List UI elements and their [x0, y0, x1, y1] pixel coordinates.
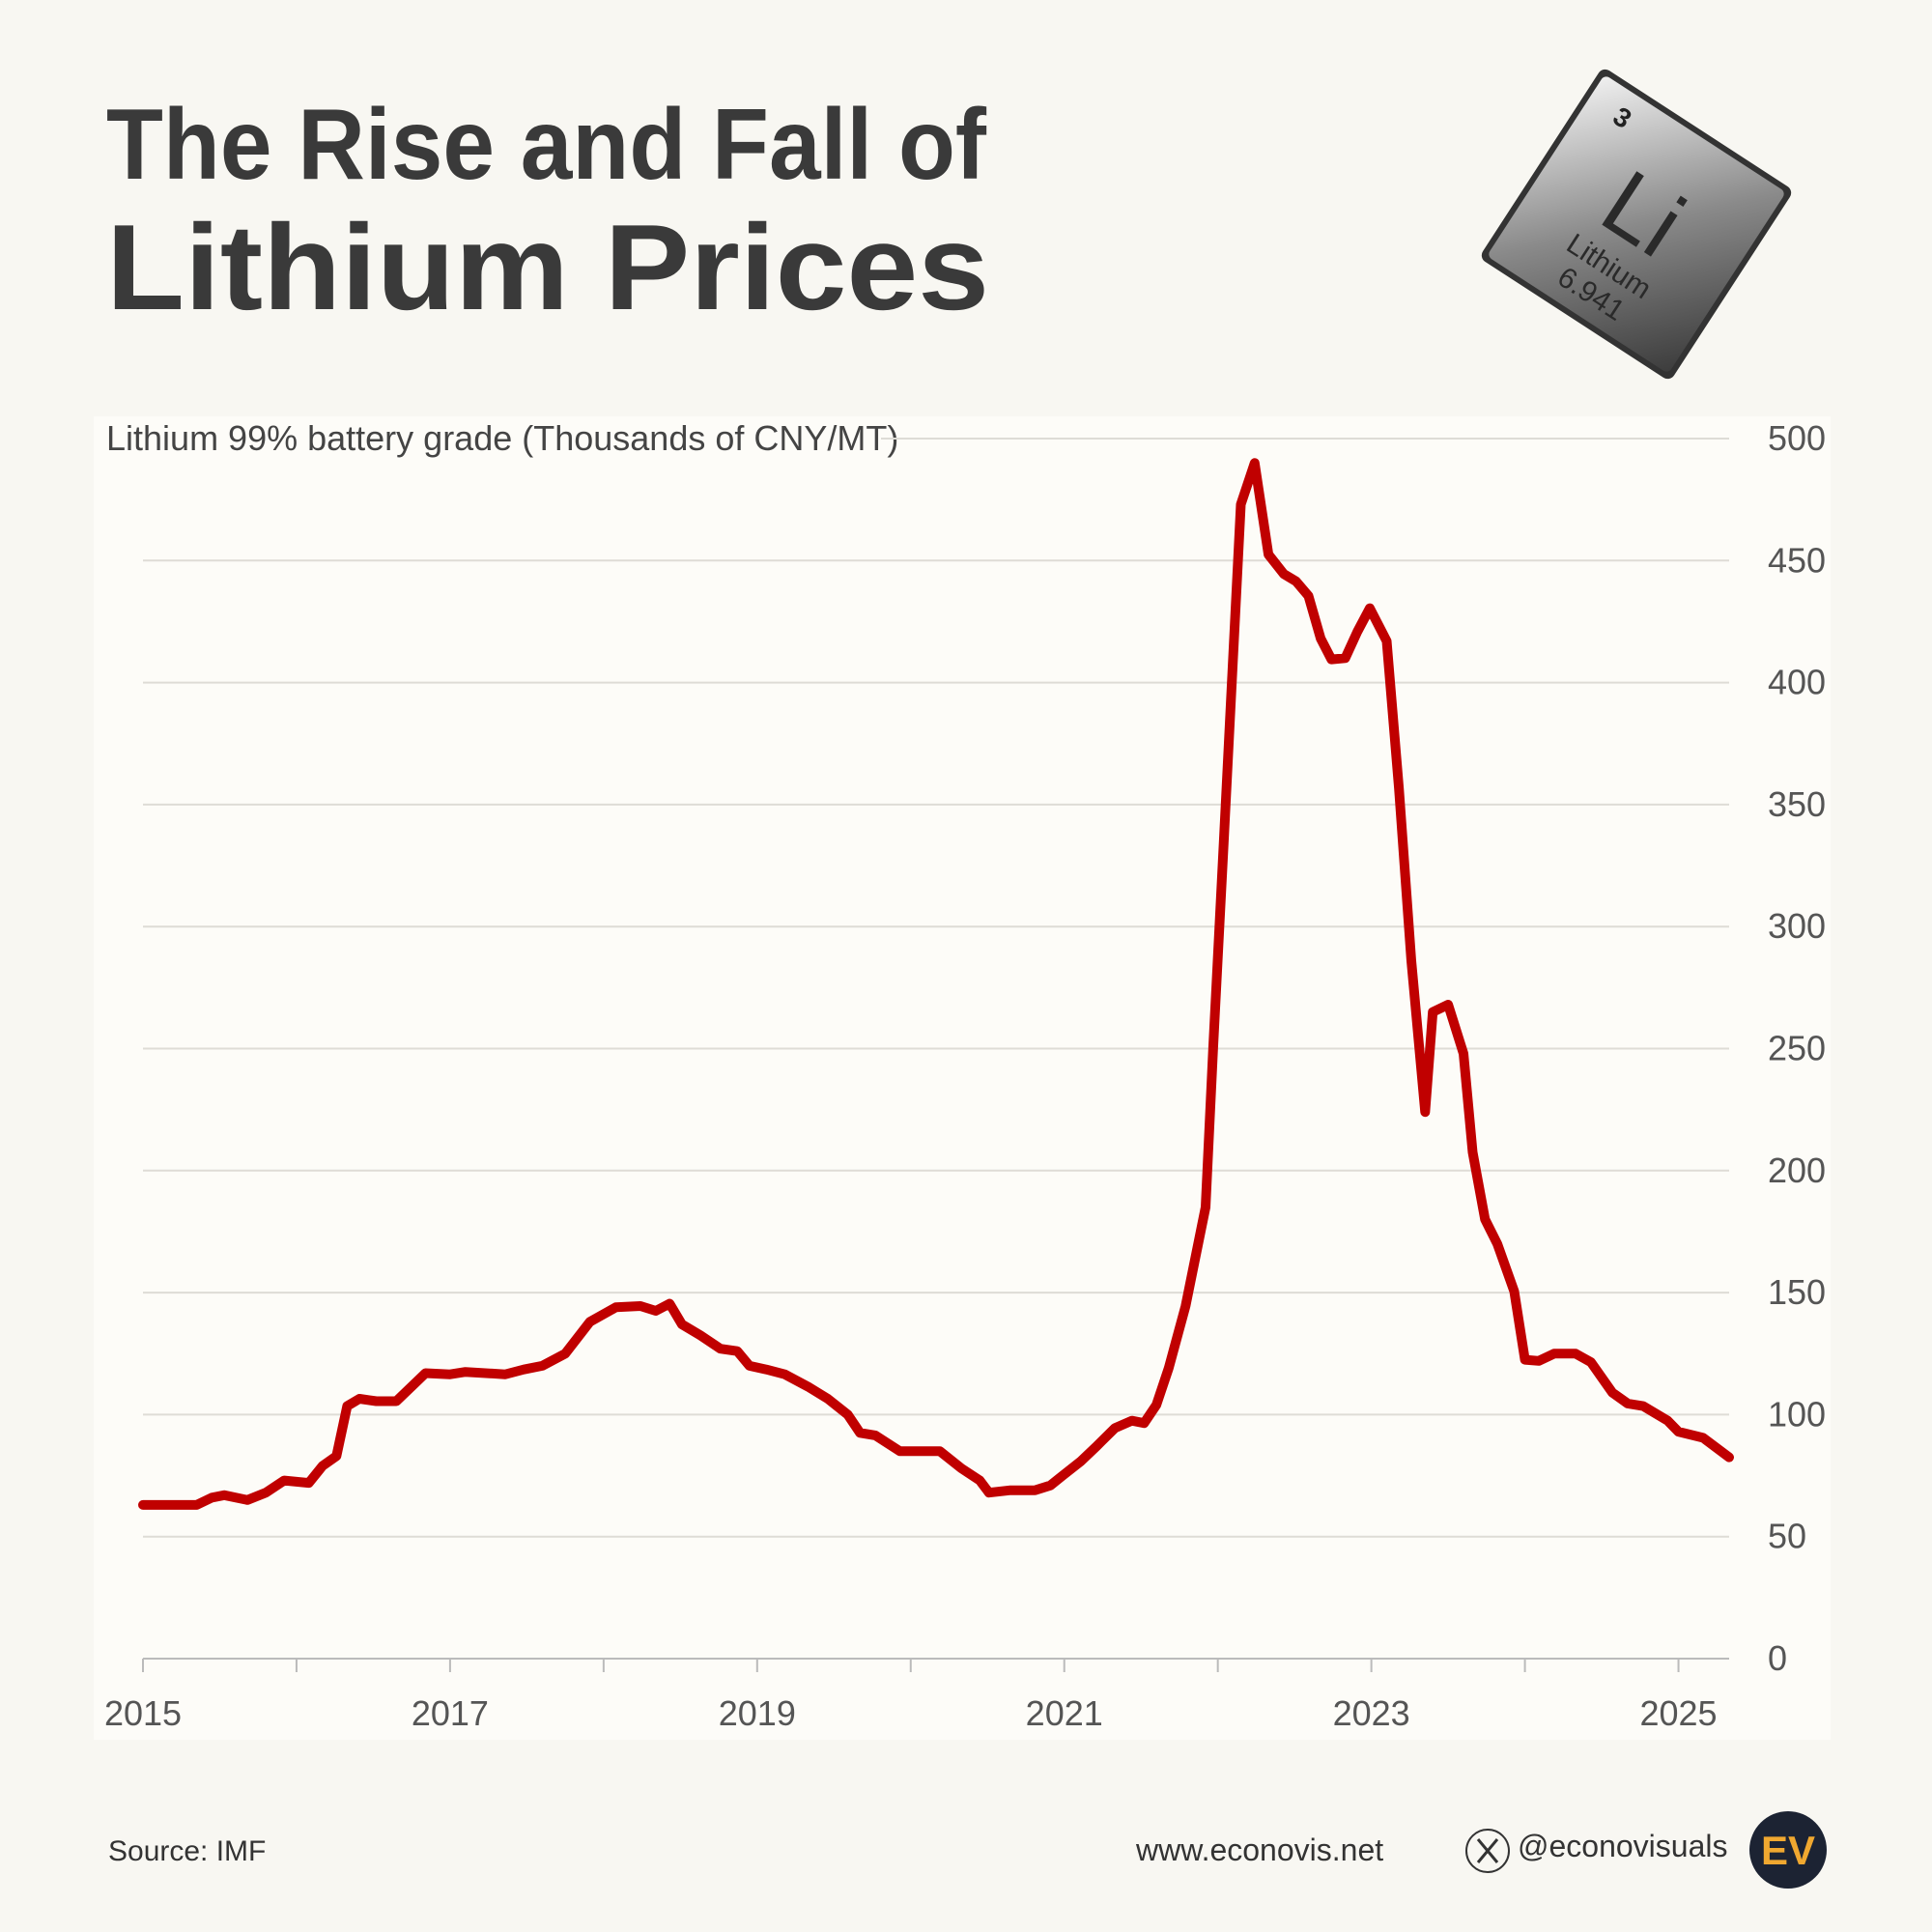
- plot-panel: [94, 416, 1831, 1740]
- y-tick-label: 0: [1768, 1638, 1787, 1678]
- y-tick-label: 450: [1768, 540, 1826, 580]
- handle: @econovisuals: [1518, 1829, 1727, 1863]
- x-tick-label: 2021: [1026, 1693, 1103, 1733]
- y-tick-label: 100: [1768, 1394, 1826, 1434]
- x-tick-label: 2019: [719, 1693, 796, 1733]
- tile-face: [1489, 76, 1784, 372]
- logo-text: EV: [1761, 1828, 1815, 1873]
- y-tick-label: 400: [1768, 663, 1826, 702]
- y-tick-label: 200: [1768, 1151, 1826, 1190]
- y-tick-label: 350: [1768, 784, 1826, 824]
- chart-title: Lithium Prices: [106, 199, 989, 335]
- y-tick-label: 150: [1768, 1272, 1826, 1312]
- source: Source: IMF: [108, 1835, 266, 1867]
- subtitle: Lithium 99% battery grade (Thousands of …: [106, 418, 898, 458]
- chart-title: The Rise and Fall of: [106, 89, 986, 201]
- price-line: [138, 458, 1734, 1510]
- y-tick-label: 500: [1768, 418, 1826, 458]
- x-tick-label: 2017: [412, 1693, 489, 1733]
- x-tick-label: 2025: [1639, 1693, 1717, 1733]
- x-tick-label: 2015: [104, 1693, 182, 1733]
- x-icon-glyph: [1476, 1838, 1499, 1863]
- y-tick-label: 300: [1768, 906, 1826, 946]
- x-icon: [1465, 1829, 1510, 1873]
- y-tick-label: 50: [1768, 1517, 1806, 1556]
- x-tick-label: 2023: [1333, 1693, 1410, 1733]
- y-tick-label: 250: [1768, 1029, 1826, 1068]
- logo: [1749, 1811, 1827, 1889]
- website: www.econovis.net: [1135, 1833, 1383, 1867]
- element-tile: 3 Li Lithium 6.941: [1481, 69, 1792, 380]
